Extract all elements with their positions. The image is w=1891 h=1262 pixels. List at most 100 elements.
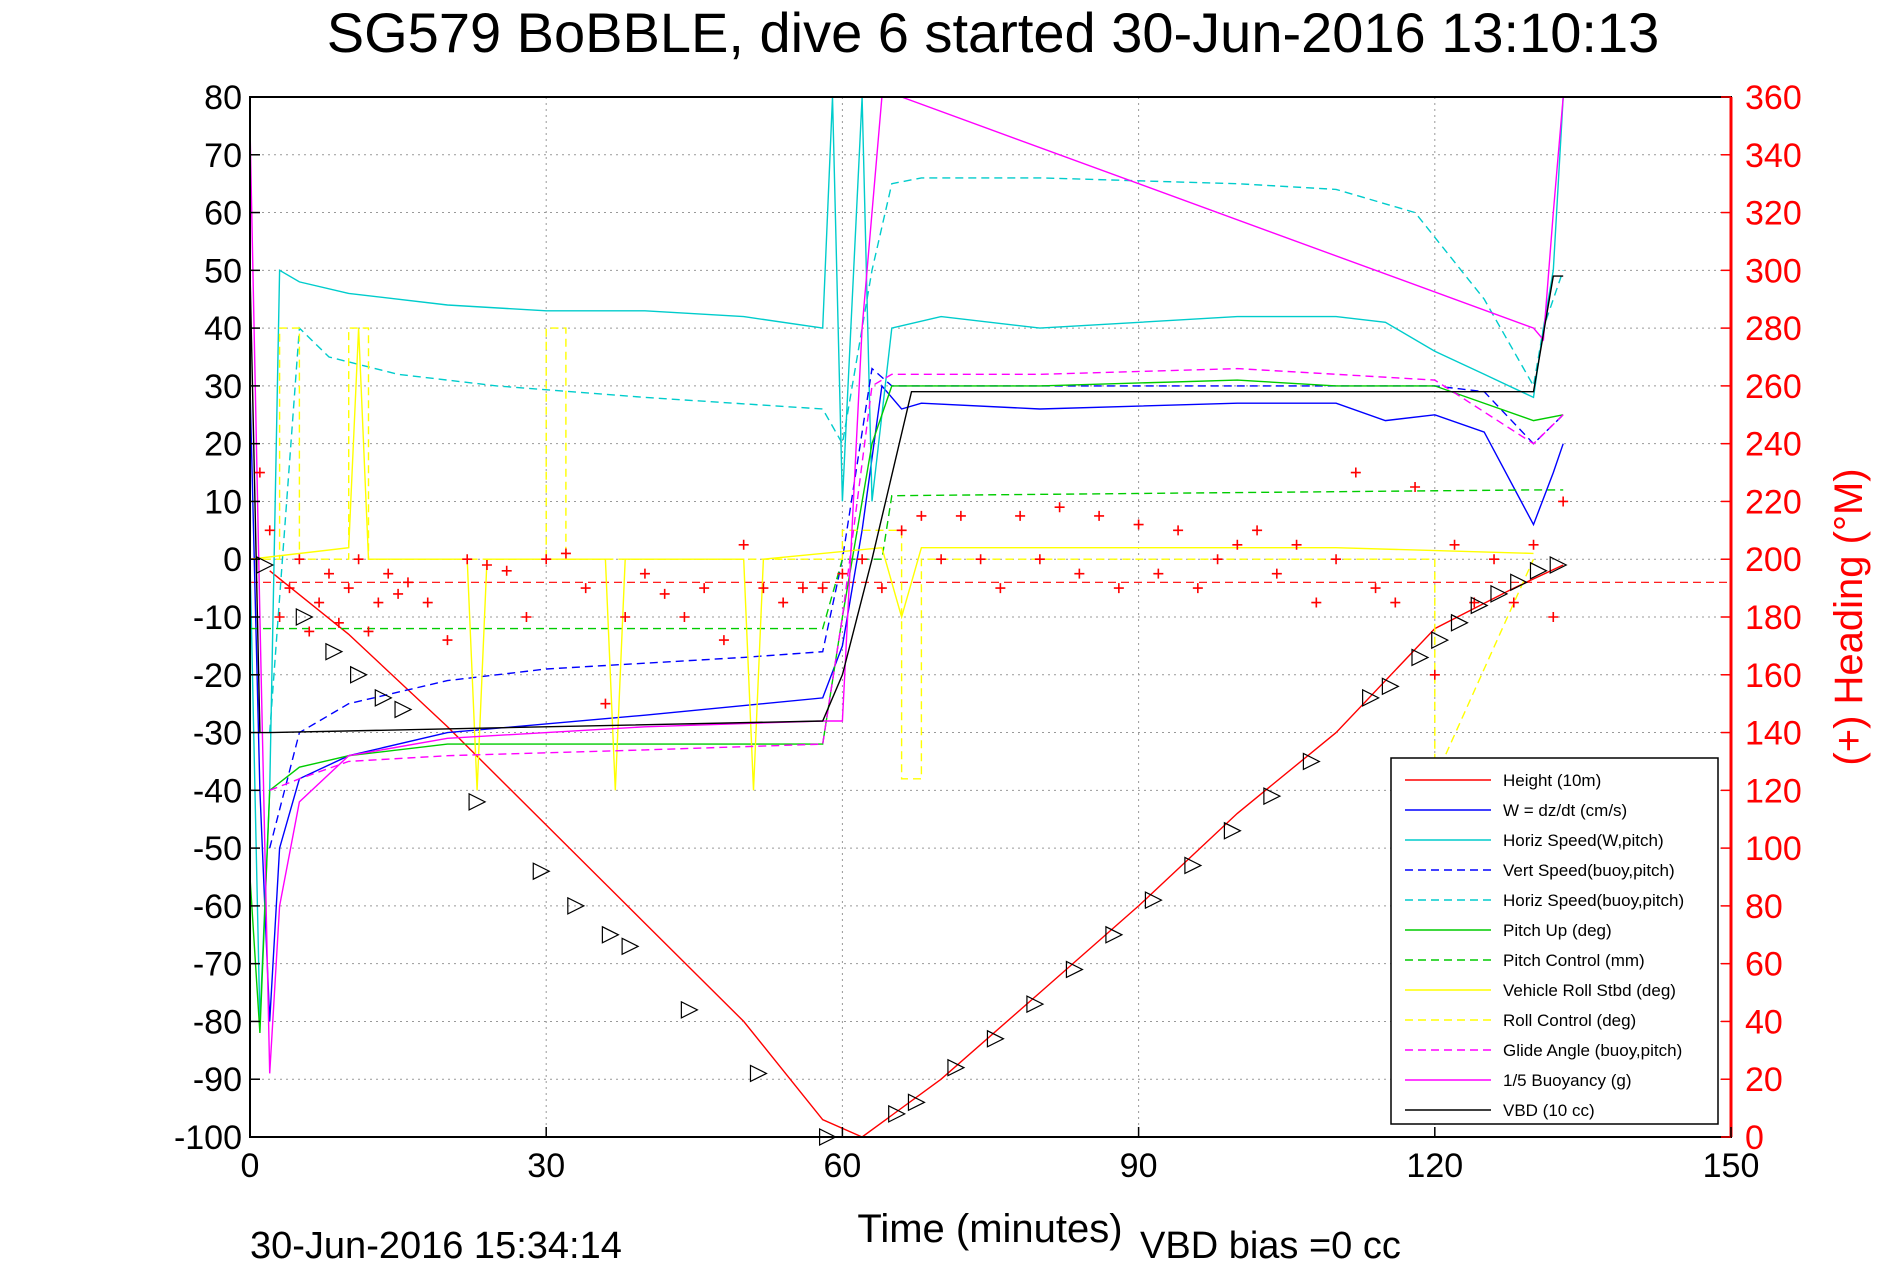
legend-label-10: Glide Angle (buoy,pitch) xyxy=(1503,1041,1682,1060)
vbd-point xyxy=(1431,631,1450,650)
vbd-point xyxy=(567,896,586,915)
vbd-point xyxy=(601,925,620,944)
heading-point xyxy=(274,612,285,622)
heading-point xyxy=(333,617,344,628)
heading-point xyxy=(393,588,404,599)
legend-label-12: VBD (10 cc) xyxy=(1503,1101,1595,1120)
legend-label-1: Height (10m) xyxy=(1503,771,1601,790)
legend-label-8: Vehicle Roll Stbd (deg) xyxy=(1503,981,1676,1000)
right-tick-label: 320 xyxy=(1745,195,1802,233)
vbd-point xyxy=(374,688,393,707)
left-tick-label: -70 xyxy=(193,946,242,984)
vbd-point xyxy=(1362,688,1380,707)
heading-point xyxy=(1410,482,1421,492)
heading-point xyxy=(373,597,384,608)
vbd-point xyxy=(680,1000,699,1019)
heading-point xyxy=(363,626,374,637)
heading-point xyxy=(1331,554,1342,565)
heading-point xyxy=(304,626,315,637)
x-tick-label: 0 xyxy=(241,1147,260,1185)
heading-point xyxy=(580,583,591,594)
heading-point xyxy=(600,698,611,709)
heading-point xyxy=(1192,583,1203,594)
heading-point xyxy=(778,597,789,608)
vbd-point xyxy=(1450,613,1469,632)
heading-point xyxy=(481,560,492,570)
heading-markers xyxy=(250,467,1569,709)
right-tick-label: 20 xyxy=(1745,1061,1783,1099)
heading-point xyxy=(1558,496,1569,507)
vbd-point xyxy=(256,556,275,574)
heading-point xyxy=(254,467,265,478)
right-tick-label: 280 xyxy=(1745,310,1802,348)
series-line-9 xyxy=(250,327,1535,780)
heading-point xyxy=(1508,597,1519,608)
vbd-point xyxy=(1026,995,1045,1014)
right-tick-label: 220 xyxy=(1745,483,1802,521)
vbd-point xyxy=(1105,925,1124,944)
right-axis-ticks: 3603403203002802602402202001801601401201… xyxy=(1721,79,1802,1157)
left-tick-label: 0 xyxy=(223,541,242,579)
left-tick-label: -60 xyxy=(193,888,242,926)
heading-point xyxy=(975,554,986,565)
x-tick-label: 60 xyxy=(823,1147,861,1185)
vbd-point xyxy=(1411,648,1430,667)
vbd-point xyxy=(1263,787,1282,806)
heading-point xyxy=(758,583,769,594)
heading-point xyxy=(639,568,650,579)
right-tick-label: 260 xyxy=(1745,368,1802,406)
left-tick-label: -20 xyxy=(193,657,242,695)
vbd-point xyxy=(1184,856,1203,875)
right-tick-label: 300 xyxy=(1745,252,1802,290)
x-tick-label: 150 xyxy=(1703,1147,1760,1185)
heading-point xyxy=(896,525,907,536)
vbd-markers xyxy=(256,556,1568,1146)
heading-point xyxy=(1429,669,1440,680)
heading-point xyxy=(620,612,631,622)
legend: Height (10m) W = dz/dt (cm/s) Horiz Speed(… xyxy=(1390,757,1719,1125)
heading-point xyxy=(1212,554,1223,565)
legend-label-6: Pitch Up (deg) xyxy=(1503,921,1612,940)
heading-point xyxy=(1232,539,1243,550)
vbd-point xyxy=(947,1058,966,1077)
heading-point xyxy=(1094,510,1105,521)
heading-point xyxy=(1528,539,1539,550)
right-tick-label: 100 xyxy=(1745,830,1802,868)
heading-point xyxy=(1054,502,1065,513)
heading-point xyxy=(1133,519,1144,530)
heading-point xyxy=(343,583,354,594)
heading-point xyxy=(353,554,364,565)
vbd-point xyxy=(907,1093,926,1112)
heading-point xyxy=(1489,554,1500,565)
right-tick-label: 80 xyxy=(1745,888,1783,926)
heading-point xyxy=(521,612,532,622)
heading-point xyxy=(294,554,305,565)
heading-point xyxy=(995,583,1006,594)
left-tick-label: 30 xyxy=(204,368,242,406)
heading-point xyxy=(936,554,947,565)
series-line-10 xyxy=(269,367,1564,791)
heading-point xyxy=(857,554,868,565)
vbd-point xyxy=(1223,821,1242,840)
legend-box xyxy=(1390,757,1719,1125)
heading-point xyxy=(955,510,966,521)
right-tick-label: 160 xyxy=(1745,657,1802,695)
right-tick-label: 40 xyxy=(1745,1003,1783,1041)
right-tick-label: 60 xyxy=(1745,946,1783,984)
left-tick-label: 50 xyxy=(204,252,242,290)
heading-point xyxy=(1113,583,1124,594)
heading-point xyxy=(916,510,927,521)
vbd-point xyxy=(1529,561,1548,580)
heading-point xyxy=(1548,612,1559,622)
vbd-point xyxy=(888,1104,907,1123)
series-line-1 xyxy=(269,564,1564,1137)
left-tick-label: -40 xyxy=(193,772,242,810)
x-tick-label: 120 xyxy=(1406,1147,1463,1185)
vbd-point xyxy=(468,792,487,811)
heading-point xyxy=(837,568,848,579)
heading-point xyxy=(1074,568,1085,579)
footer-timestamp: 30-Jun-2016 15:34:14 xyxy=(250,1225,622,1262)
left-tick-label: -30 xyxy=(193,715,242,753)
left-tick-label: -10 xyxy=(193,599,242,637)
heading-point xyxy=(422,597,433,608)
